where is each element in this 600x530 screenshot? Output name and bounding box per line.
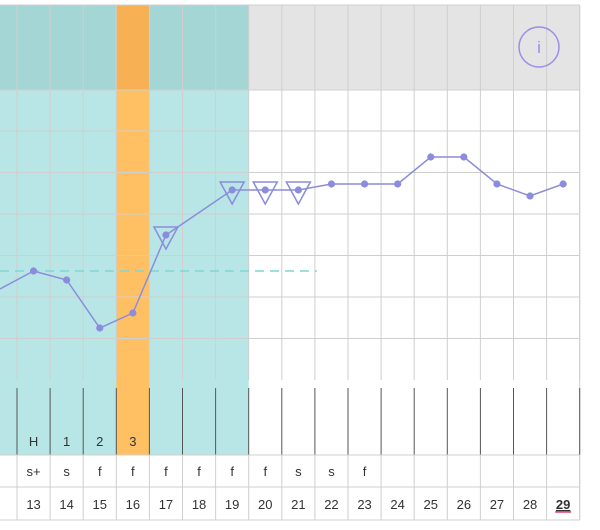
date-label-today: 29 — [556, 497, 570, 512]
temperature-point — [129, 309, 137, 317]
date-label: 23 — [357, 497, 371, 512]
highlight-triangle — [285, 181, 312, 206]
date-label: 25 — [424, 497, 438, 512]
date-label: 20 — [258, 497, 272, 512]
date-label: 28 — [523, 497, 537, 512]
temperature-point — [29, 267, 38, 275]
date-label: 26 — [457, 497, 471, 512]
temperature-point — [493, 180, 501, 188]
temperature-point — [360, 180, 369, 188]
date-label: 18 — [192, 497, 206, 512]
period-day-label: 1 — [63, 434, 70, 449]
temperature-point — [294, 186, 302, 194]
highlight-triangle — [218, 181, 246, 206]
date-label: 24 — [390, 497, 404, 512]
highlight-day-header — [116, 5, 150, 90]
mucus-label: f — [164, 464, 168, 479]
date-label: 22 — [324, 497, 338, 512]
mucus-label: f — [230, 464, 234, 479]
temperature-series — [0, 153, 567, 332]
highlight-triangle — [152, 226, 180, 251]
temperature-point — [526, 192, 534, 200]
info-icon[interactable]: i — [537, 38, 541, 57]
temperature-point — [394, 180, 402, 188]
info-button[interactable]: i — [518, 26, 560, 68]
date-label: 13 — [26, 497, 40, 512]
temperature-point — [261, 186, 269, 194]
temperature-point — [96, 324, 104, 332]
temperature-point — [162, 231, 170, 239]
temperature-point — [63, 276, 71, 284]
chart-background — [0, 5, 580, 455]
date-label: 21 — [291, 497, 305, 512]
info-button-circle[interactable] — [518, 26, 560, 68]
mucus-label: s — [295, 464, 302, 479]
temperature-point — [327, 180, 336, 188]
temperature-point — [228, 186, 236, 194]
mucus-label: f — [263, 464, 267, 479]
mucus-label: s+ — [27, 464, 41, 479]
temperature-point — [427, 153, 435, 161]
mucus-label: s — [63, 464, 70, 479]
period-day-label: 2 — [96, 434, 103, 449]
date-label: 15 — [93, 497, 107, 512]
highlight-triangle — [251, 181, 279, 206]
highlight-day-column — [116, 90, 150, 455]
date-label: 14 — [59, 497, 73, 512]
mucus-label: f — [363, 464, 367, 479]
mucus-label: s — [328, 464, 335, 479]
chart-grid — [0, 4, 581, 521]
day-rows: H 1 2 3s+ s f f f f f f s s f13 14 15 16 17 18 19 20 21 22 23 24… — [26, 434, 572, 513]
date-label: 27 — [490, 497, 504, 512]
temperature-point — [460, 153, 468, 161]
temperature-point — [559, 180, 567, 188]
date-label: 17 — [159, 497, 173, 512]
date-label: 16 — [126, 497, 140, 512]
mucus-label: f — [197, 464, 201, 479]
date-label: 19 — [225, 497, 239, 512]
mucus-label: f — [131, 464, 135, 479]
period-day-label: 3 — [129, 434, 136, 449]
mucus-label: f — [98, 464, 102, 479]
period-day-label: H — [29, 434, 38, 449]
